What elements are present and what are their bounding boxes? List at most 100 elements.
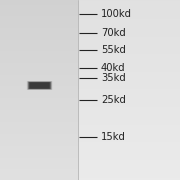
Bar — [78, 90, 180, 91]
Bar — [78, 17, 180, 18]
Bar — [78, 104, 180, 105]
Bar — [78, 41, 180, 42]
Bar — [78, 89, 180, 90]
Bar — [78, 14, 180, 15]
Bar — [0, 170, 78, 171]
Bar — [78, 176, 180, 177]
Bar — [78, 169, 180, 170]
Bar — [0, 42, 78, 43]
Bar — [78, 5, 180, 6]
Bar — [0, 17, 78, 18]
Bar — [0, 43, 78, 44]
Bar — [78, 148, 180, 149]
Bar — [78, 171, 180, 172]
Bar — [0, 41, 78, 42]
Bar — [78, 32, 180, 33]
Bar — [78, 86, 180, 87]
Bar — [78, 141, 180, 142]
Bar — [0, 117, 78, 118]
FancyBboxPatch shape — [27, 81, 52, 90]
Bar — [0, 149, 78, 150]
Bar — [0, 20, 78, 21]
Bar — [78, 88, 180, 89]
Bar — [0, 75, 78, 76]
Bar — [78, 40, 180, 41]
Bar — [0, 77, 78, 78]
Bar — [78, 67, 180, 68]
Bar — [78, 109, 180, 110]
Bar — [78, 100, 180, 101]
Bar — [0, 138, 78, 139]
Bar — [0, 176, 78, 177]
Bar — [0, 90, 78, 91]
Bar — [0, 130, 78, 131]
Bar — [78, 97, 180, 98]
Bar — [78, 68, 180, 69]
Bar — [0, 80, 78, 81]
Bar — [0, 22, 78, 23]
Bar — [0, 63, 78, 64]
Bar — [0, 65, 78, 66]
Bar — [78, 56, 180, 57]
Bar — [78, 26, 180, 27]
Bar — [78, 172, 180, 173]
Bar — [0, 155, 78, 156]
Bar — [0, 37, 78, 38]
Bar — [0, 98, 78, 99]
Bar — [78, 81, 180, 82]
Bar — [0, 118, 78, 119]
Bar — [0, 121, 78, 122]
Bar — [0, 102, 78, 103]
Text: 35kd: 35kd — [101, 73, 126, 83]
Bar — [0, 60, 78, 61]
Bar — [78, 178, 180, 179]
Bar — [0, 158, 78, 159]
Bar — [0, 23, 78, 24]
Bar — [78, 28, 180, 29]
Bar — [78, 154, 180, 155]
Bar — [0, 177, 78, 178]
Bar — [0, 134, 78, 135]
Bar — [0, 95, 78, 96]
Bar — [78, 84, 180, 85]
Bar — [78, 101, 180, 102]
Bar — [0, 115, 78, 116]
Bar — [78, 175, 180, 176]
Bar — [0, 64, 78, 65]
Bar — [78, 150, 180, 151]
Bar — [78, 129, 180, 130]
Bar — [0, 83, 78, 84]
Bar — [78, 116, 180, 117]
Bar — [0, 94, 78, 95]
Bar — [78, 123, 180, 124]
Bar — [0, 129, 78, 130]
FancyBboxPatch shape — [30, 82, 50, 89]
Bar — [0, 35, 78, 36]
Bar — [0, 124, 78, 125]
Bar — [0, 114, 78, 115]
Bar — [78, 6, 180, 7]
Bar — [0, 143, 78, 144]
Bar — [78, 120, 180, 121]
FancyBboxPatch shape — [30, 83, 49, 88]
Bar — [78, 39, 180, 40]
Bar — [0, 15, 78, 16]
Bar — [78, 0, 180, 1]
Bar — [78, 131, 180, 132]
Bar — [0, 179, 78, 180]
Bar — [0, 53, 78, 54]
Bar — [0, 161, 78, 162]
Bar — [78, 11, 180, 12]
Bar — [0, 152, 78, 153]
Bar — [0, 7, 78, 8]
Bar — [0, 167, 78, 168]
Bar — [78, 98, 180, 99]
Bar — [78, 111, 180, 112]
Bar — [0, 147, 78, 148]
Bar — [78, 142, 180, 143]
Bar — [0, 159, 78, 160]
Bar — [78, 36, 180, 37]
Bar — [0, 9, 78, 10]
Bar — [78, 1, 180, 2]
Bar — [78, 139, 180, 140]
